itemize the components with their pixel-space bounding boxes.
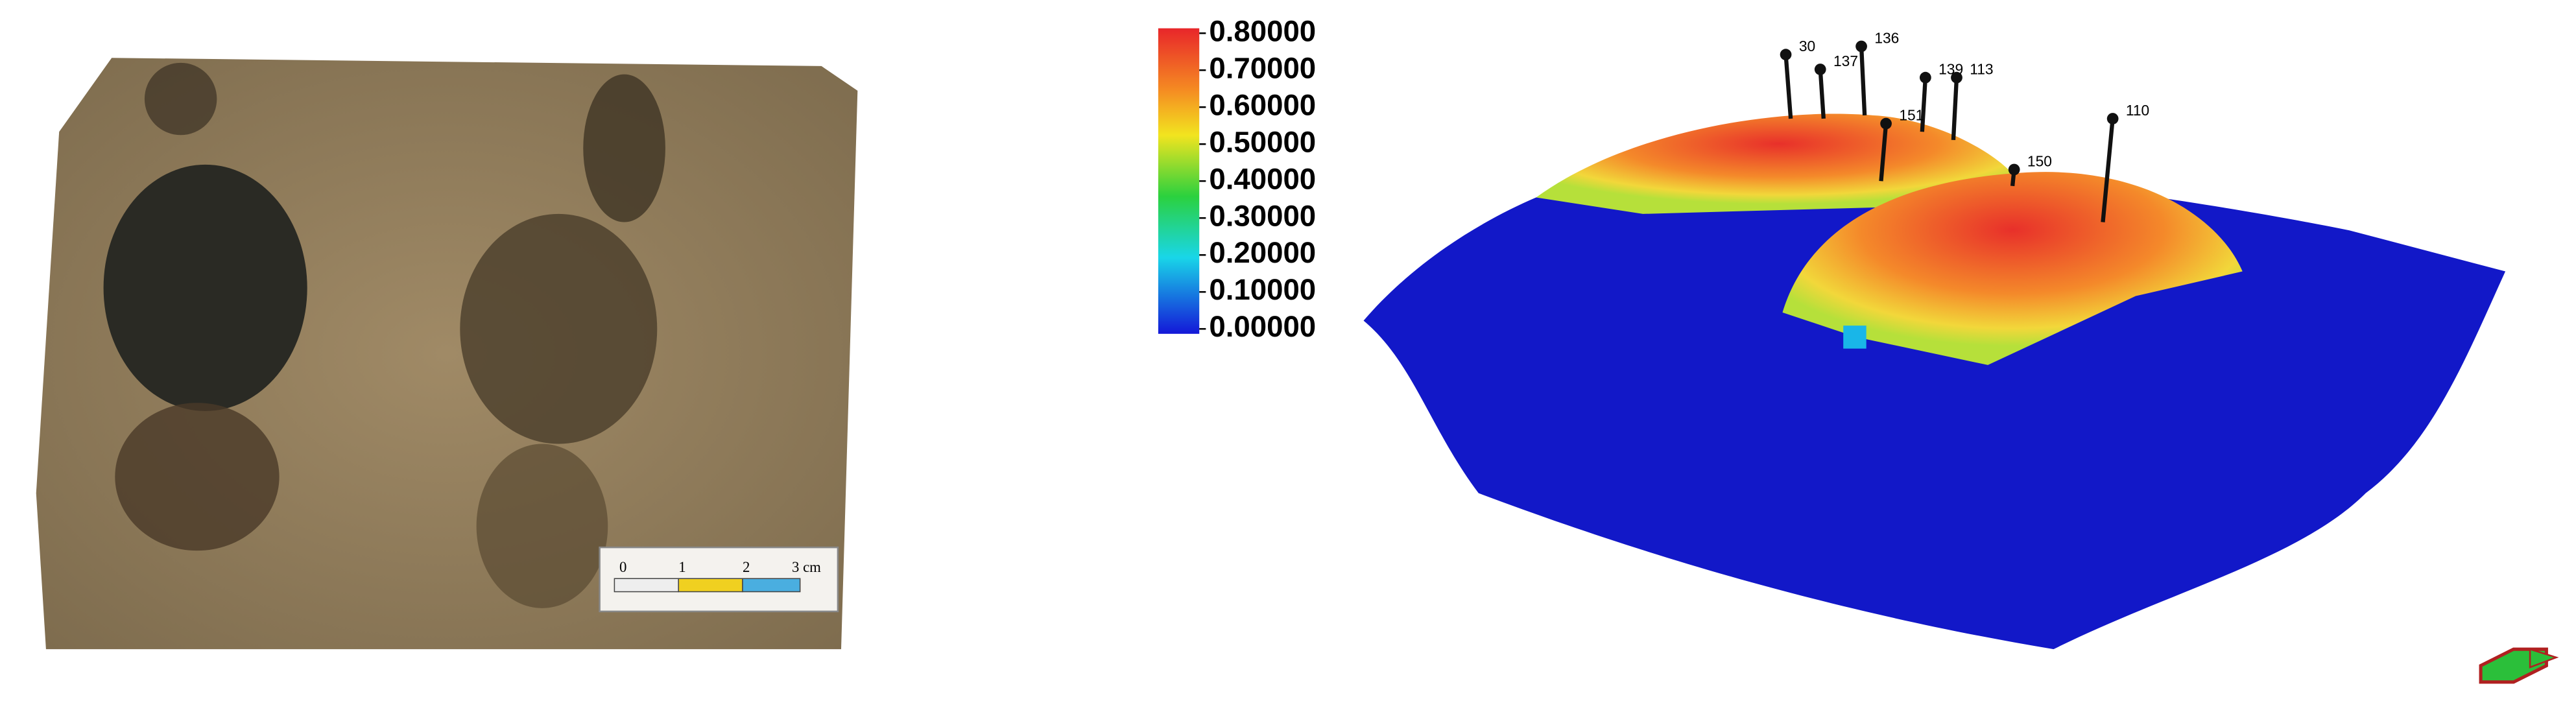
well-stick	[1818, 69, 1826, 119]
scale-label: 3 cm	[792, 559, 821, 575]
well-label: 151	[1899, 106, 1924, 123]
well-head	[1880, 117, 1892, 130]
colorbar-label: 0.40000	[1209, 162, 1316, 195]
well-head	[1951, 71, 1962, 84]
colorbar-label: 0.80000	[1209, 14, 1316, 47]
surface	[1363, 113, 2559, 684]
scale-bar: 0 1 2 3 cm	[619, 559, 821, 575]
well-head	[1814, 64, 1826, 75]
scale-label: 2	[743, 559, 750, 575]
well-head	[2106, 113, 2119, 125]
well-head	[1855, 40, 1867, 53]
well-head	[1920, 71, 1931, 84]
well-label: 110	[2126, 102, 2149, 119]
well-label: 150	[2027, 152, 2052, 169]
colorbar-label: 0.00000	[1209, 310, 1316, 343]
colorbar-label: 0.30000	[1209, 199, 1316, 232]
well-head	[2008, 163, 2020, 176]
well-label: 136	[1874, 29, 1899, 46]
colorbar-label: 0.60000	[1209, 88, 1316, 121]
scale-label: 0	[619, 559, 626, 575]
well-stick	[1859, 46, 1867, 116]
colorbar: 0.80000 0.70000 0.60000 0.50000 0.40000 0.300…	[1158, 14, 1316, 343]
well-stick	[1951, 77, 1959, 141]
well-stick	[1920, 77, 1928, 132]
colorbar-label: 0.10000	[1209, 273, 1316, 306]
colorbar-label: 0.20000	[1209, 236, 1316, 269]
well-label: 113	[1970, 61, 1993, 78]
colorbar-label: 0.70000	[1209, 51, 1316, 84]
colorbar-gradient	[1158, 28, 1200, 334]
scale-label: 1	[678, 559, 686, 575]
well-stick	[2101, 118, 2115, 222]
well-head	[1780, 49, 1792, 61]
well-stick	[1783, 54, 1793, 119]
colorbar-label: 0.50000	[1209, 125, 1316, 158]
well-stick	[1879, 123, 1889, 182]
well-label: 30	[1799, 38, 1815, 54]
well-label: 137	[1833, 53, 1858, 69]
rock-photo	[36, 58, 858, 650]
